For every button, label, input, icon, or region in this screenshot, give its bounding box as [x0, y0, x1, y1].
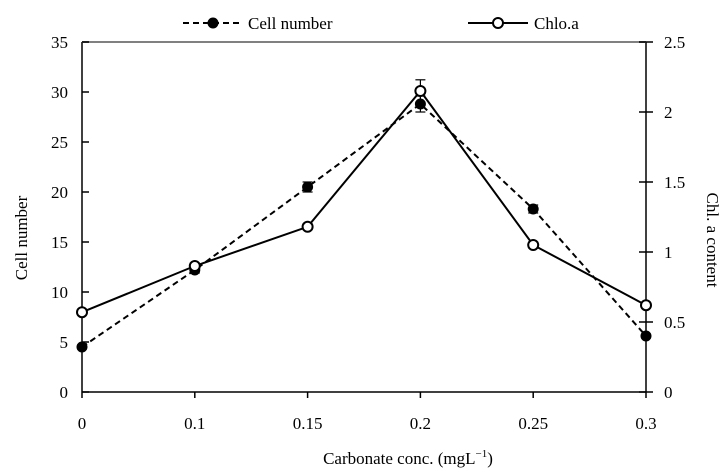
data-point — [76, 306, 88, 319]
ticks: 0 5 10 15 20 25 30 35 0 0.5 1 1.5 2 2.5 0 0.1 0.15 0.2 0.2… — [51, 33, 685, 433]
x-axis-label-close: ) — [487, 449, 493, 468]
x-tick-label: 0 — [78, 414, 87, 433]
data-point — [188, 260, 201, 272]
x-axis-label-superscript: −1 — [476, 448, 488, 460]
data-point — [302, 181, 314, 193]
axes — [81, 41, 647, 393]
legend: Cell number Chlo.a — [183, 14, 579, 33]
data-point — [640, 330, 652, 342]
y-right-tick-label: 0.5 — [664, 313, 685, 332]
legend-item-2: Chlo.a — [468, 14, 579, 33]
legend-label: Cell number — [248, 14, 333, 33]
series-line — [81, 102, 647, 348]
data-point — [640, 299, 652, 312]
x-tick-label: 0.3 — [635, 414, 656, 433]
y-right-tick-label: 1 — [664, 243, 673, 262]
legend-marker — [492, 17, 504, 29]
y-left-tick-label: 25 — [51, 133, 68, 152]
series-1 — [76, 95, 652, 353]
series-layer — [76, 79, 652, 353]
y-left-tick-label: 10 — [51, 283, 68, 302]
data-point — [301, 220, 314, 233]
y-left-tick-label: 30 — [51, 83, 68, 102]
x-axis-label-main: Carbonate conc. (mgL — [323, 449, 475, 468]
data-point — [76, 341, 88, 353]
y-left-tick-label: 35 — [51, 33, 68, 52]
y-left-tick-label: 20 — [51, 183, 68, 202]
data-point — [527, 239, 540, 251]
y-right-tick-label: 1.5 — [664, 173, 685, 192]
y-axis-label-left: Cell number — [12, 195, 31, 280]
y-right-tick-label: 2.5 — [664, 33, 685, 52]
x-tick-label: 0.2 — [410, 414, 431, 433]
data-point — [527, 203, 539, 215]
legend-label: Chlo.a — [534, 14, 579, 33]
y-left-tick-label: 5 — [60, 333, 69, 352]
legend-item-1: Cell number — [183, 14, 333, 33]
y-left-tick-label: 15 — [51, 233, 68, 252]
y-right-tick-label: 2 — [664, 103, 673, 122]
y-axis-label-right: Chl. a content — [703, 193, 722, 288]
x-tick-label: 0.25 — [518, 414, 548, 433]
x-axis-label: Carbonate conc. (mgL−1) — [323, 448, 493, 468]
x-tick-label: 0.15 — [293, 414, 323, 433]
y-right-tick-label: 0 — [664, 383, 673, 402]
series-line — [81, 89, 647, 314]
x-tick-label: 0.1 — [184, 414, 205, 433]
series-2 — [76, 79, 652, 319]
legend-marker — [207, 17, 219, 29]
y-left-tick-label: 0 — [60, 383, 69, 402]
data-point — [414, 85, 427, 97]
